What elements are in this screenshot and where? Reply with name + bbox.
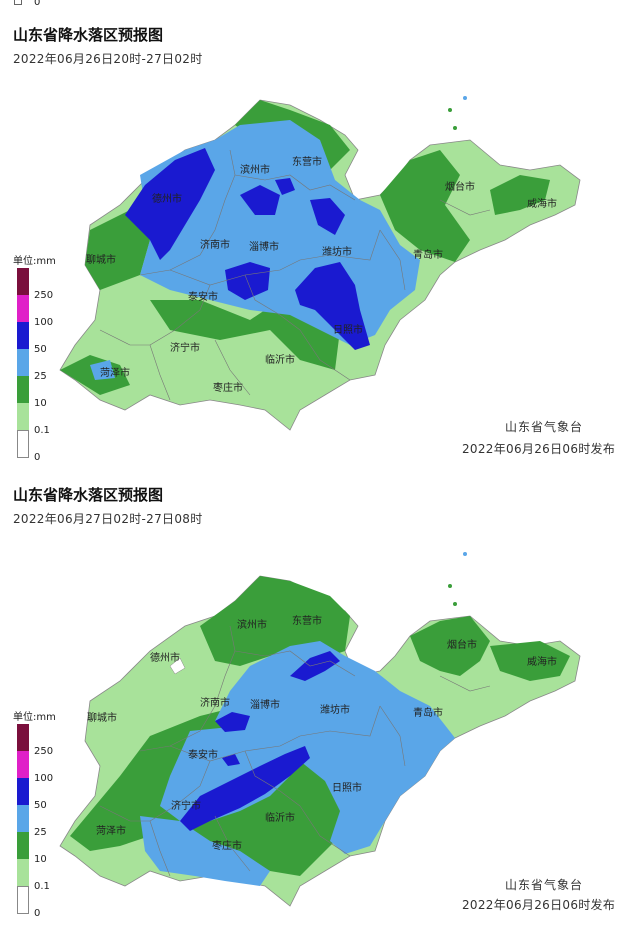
legend-label: 25 [34,827,47,838]
legend-bar [17,724,29,914]
legend-label: 50 [34,344,47,355]
city-label: 滨州市 [237,618,267,631]
city-label: 威海市 [527,197,557,210]
legend-unit: 单位:mm [13,256,56,267]
precipitation-map: 德州市 滨州市 东营市 烟台市 威海市 聊城市 济南市 淄博市 潍坊市 青岛市 … [59,552,581,907]
city-label: 滨州市 [240,163,270,176]
precipitation-map: 德州市 滨州市 东营市 烟台市 威海市 聊城市 济南市 淄博市 潍坊市 青岛市 … [59,96,581,431]
city-label: 威海市 [527,655,557,668]
forecast-panel-1: 山东省降水落区预报图 2022年06月26日20时-27日02时 [13,26,616,463]
city-label: 济南市 [200,696,230,709]
city-label: 青岛市 [413,706,443,719]
city-label: 枣庄市 [213,381,243,394]
city-label: 潍坊市 [320,703,350,716]
city-label: 德州市 [150,651,180,664]
city-label: 泰安市 [188,290,218,303]
legend-label: 100 [34,773,54,784]
city-label: 东营市 [292,155,322,168]
forecast-period: 2022年06月27日02时-27日08时 [13,512,203,526]
legend-label: 250 [34,290,54,301]
legend-label: 0.1 [34,881,50,892]
city-label: 泰安市 [188,748,218,761]
city-label: 淄博市 [250,698,280,711]
legend-label: 250 [34,746,54,757]
issue-time: 2022年06月26日06时发布 [462,442,616,456]
city-label: 临沂市 [265,811,295,824]
city-label: 聊城市 [87,711,117,724]
legend-label: 10 [34,398,47,409]
legend-label: 0 [34,908,41,919]
city-label: 德州市 [152,192,182,205]
city-label: 潍坊市 [322,245,352,258]
legend-label: 25 [34,371,47,382]
legend-label: 10 [34,854,47,865]
legend-label: 0.1 [34,425,50,436]
panel-title: 山东省降水落区预报图 [13,486,164,504]
issuing-agency: 山东省气象台 [505,878,584,892]
city-label: 临沂市 [265,353,295,366]
panel-title: 山东省降水落区预报图 [13,26,164,44]
city-label: 菏泽市 [100,366,130,379]
issuing-agency: 山东省气象台 [505,420,584,434]
city-label: 枣庄市 [212,839,242,852]
city-label: 聊城市 [86,253,116,266]
legend-unit: 单位:mm [13,712,56,723]
city-label: 济宁市 [170,341,200,354]
forecast-panel-2: 山东省降水落区预报图 2022年06月27日02时-27日08时 [0,476,640,952]
legend-label: 50 [34,800,47,811]
city-label: 日照市 [333,323,363,336]
city-label: 菏泽市 [96,824,126,837]
city-label: 济宁市 [171,799,201,812]
issue-time: 2022年06月26日06时发布 [462,898,616,912]
city-label: 烟台市 [447,638,477,651]
legend-stub-top [14,0,22,5]
forecast-period: 2022年06月26日20时-27日02时 [13,52,203,66]
legend-label: 100 [34,317,54,328]
city-label: 淄博市 [249,240,279,253]
city-label: 济南市 [200,238,230,251]
city-label: 青岛市 [413,248,443,261]
legend-stub-zero: 0 [34,0,41,8]
city-label: 日照市 [332,781,362,794]
city-label: 东营市 [292,614,322,627]
legend-label: 0 [34,452,41,463]
legend-bar [17,268,29,458]
city-label: 烟台市 [445,180,475,193]
